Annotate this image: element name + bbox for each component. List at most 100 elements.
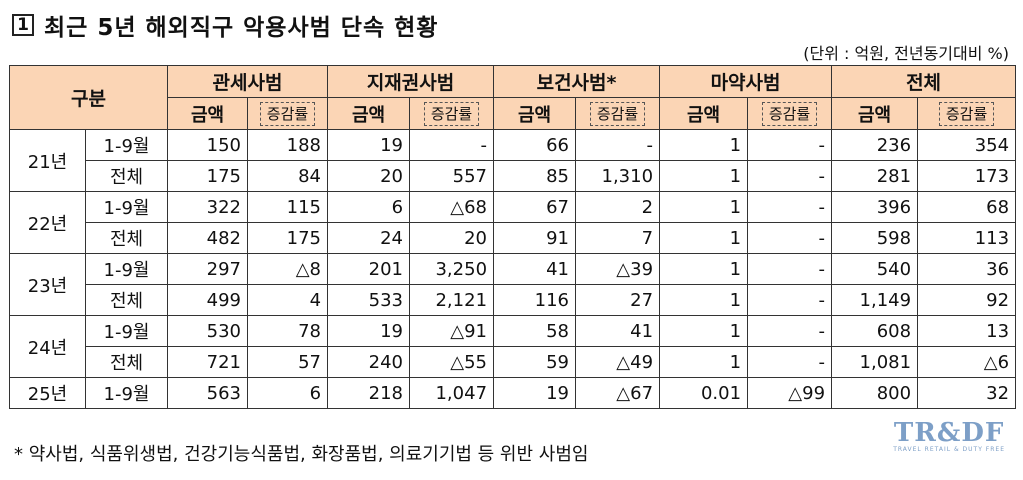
table-row: 전체 721 57 240 △55 59 △49 1-1,081 △6: [10, 346, 1017, 378]
rate-cell: -: [747, 160, 833, 192]
rate-cell: 4: [246, 284, 329, 316]
unit-note: (단위 : 억원, 전년동기대비 %): [803, 44, 1009, 63]
table-row: 23년 1-9월 297 △8 201 3,250 41 △39 1-540 36: [9, 253, 1017, 316]
rate-cell: 57: [246, 346, 329, 378]
rate-cell: -: [747, 253, 833, 285]
header-category: 관세사범: [166, 65, 329, 98]
amount-cell: 24: [327, 222, 411, 254]
table-row: 전체 482 175 24 20 91 7 1-598 113: [10, 222, 1017, 254]
amount-cell: 150: [167, 129, 248, 161]
amount-cell: 499: [167, 284, 248, 316]
amount-cell: 19: [327, 129, 411, 161]
amount-cell: 530: [167, 315, 248, 347]
amount-cell: 563: [167, 377, 248, 409]
table-row: 22년 1-9월 322 115 6 △68 67 2 1-396 68: [9, 191, 1017, 254]
header-amount: 금액: [659, 97, 749, 130]
period-cell: 1-9월: [85, 315, 168, 347]
period-cell: 1-9월: [85, 253, 168, 285]
header-amount: 금액: [167, 97, 248, 130]
rate-cell: -: [747, 222, 833, 254]
rate-cell: △55: [409, 346, 495, 378]
rate-cell: 175: [246, 222, 329, 254]
header-rate: 증감률: [917, 97, 1017, 130]
page-title: 최근 5년 해외직구 악용사범 단속 현황: [44, 15, 439, 41]
rate-cell: -: [747, 191, 833, 223]
section-number: 1: [17, 14, 29, 35]
watermark-logo: TR&DF TRAVEL RETAIL & DUTY FREE: [893, 420, 1005, 454]
amount-cell: 59: [493, 346, 577, 378]
amount-cell: 85: [493, 160, 577, 192]
amount-cell: 1: [659, 315, 749, 347]
header-category: 마약사범: [659, 65, 833, 98]
table-body: 21년 1-9월 150 188 19-66-1-236 354 전체 175 84 20 557 8…: [9, 129, 1017, 409]
amount-cell: 1: [659, 346, 749, 378]
amount-cell: 19: [327, 315, 411, 347]
amount-cell: 533: [327, 284, 411, 316]
rate-cell: -: [575, 129, 661, 161]
rate-cell: △6: [917, 346, 1017, 378]
watermark-main: TR&DF: [893, 418, 1005, 448]
header-rate: 증감률: [747, 97, 833, 130]
header-rate: 증감률: [575, 97, 661, 130]
rate-cell: 354: [917, 129, 1017, 161]
amount-cell: 1: [659, 253, 749, 285]
amount-cell: 396: [831, 191, 919, 223]
amount-cell: 175: [167, 160, 248, 192]
rate-cell: 6: [246, 377, 329, 409]
amount-cell: 91: [493, 222, 577, 254]
rate-cell: 7: [575, 222, 661, 254]
table-row: 24년 1-9월 530 78 19 △91 58 41 1-608 13: [9, 315, 1017, 378]
amount-cell: 1: [659, 129, 749, 161]
amount-cell: 0.01: [659, 377, 749, 409]
amount-cell: 218: [327, 377, 411, 409]
amount-cell: 19: [493, 377, 577, 409]
rate-cell: △49: [575, 346, 661, 378]
rate-cell: 3,250: [409, 253, 495, 285]
table-row: 25년 1-9월 563 6 218 1,047 19 △67 0.01 △99 800 32: [9, 377, 1017, 409]
amount-cell: 66: [493, 129, 577, 161]
rate-cell: 188: [246, 129, 329, 161]
table-row: 21년 1-9월 150 188 19-66-1-236 354: [9, 129, 1017, 192]
rate-cell: 13: [917, 315, 1017, 347]
crackdown-table: 구분 관세사범 지재권사범 보건사범* 마약사범 전체 금액 증감률 금액 증감…: [9, 65, 1017, 409]
period-cell: 1-9월: [85, 191, 168, 223]
header-rate: 증감률: [246, 97, 329, 130]
amount-cell: 58: [493, 315, 577, 347]
header-group-label: 구분: [9, 65, 168, 130]
header-amount: 금액: [493, 97, 577, 130]
amount-cell: 236: [831, 129, 919, 161]
period-cell: 전체: [85, 160, 168, 192]
period-cell: 전체: [85, 222, 168, 254]
header-amount: 금액: [327, 97, 411, 130]
amount-cell: 608: [831, 315, 919, 347]
rate-cell: -: [747, 284, 833, 316]
header-rate: 증감률: [409, 97, 495, 130]
title-row: 1 최근 5년 해외직구 악용사범 단속 현황: [12, 8, 438, 42]
amount-cell: 281: [831, 160, 919, 192]
rate-cell: △67: [575, 377, 661, 409]
amount-cell: 297: [167, 253, 248, 285]
period-cell: 1-9월: [85, 129, 168, 161]
year-cell: 25년: [9, 377, 86, 409]
rate-cell: -: [409, 129, 495, 161]
amount-cell: 201: [327, 253, 411, 285]
rate-cell: -: [747, 315, 833, 347]
period-cell: 전체: [85, 284, 168, 316]
header-category: 전체: [831, 65, 1017, 98]
amount-cell: 20: [327, 160, 411, 192]
year-cell: 24년: [9, 315, 86, 378]
rate-cell: -: [747, 129, 833, 161]
rate-cell: 2: [575, 191, 661, 223]
year-cell: 23년: [9, 253, 86, 316]
rate-cell: 78: [246, 315, 329, 347]
header-category: 보건사범*: [493, 65, 661, 98]
amount-cell: 1: [659, 222, 749, 254]
year-cell: 22년: [9, 191, 86, 254]
period-cell: 1-9월: [85, 377, 168, 409]
period-cell: 전체: [85, 346, 168, 378]
rate-cell: 92: [917, 284, 1017, 316]
rate-cell: 68: [917, 191, 1017, 223]
rate-cell: 84: [246, 160, 329, 192]
amount-cell: 1,081: [831, 346, 919, 378]
rate-cell: △39: [575, 253, 661, 285]
